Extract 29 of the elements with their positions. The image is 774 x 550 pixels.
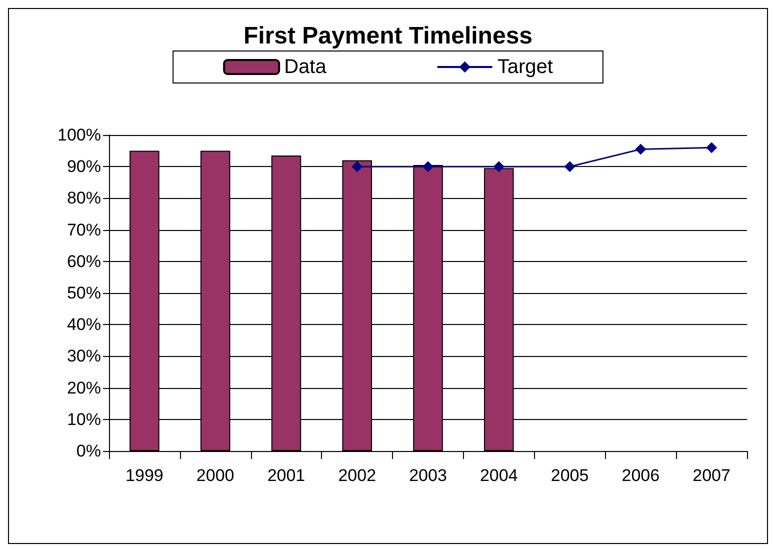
point [635, 144, 646, 155]
y-tick-label: 40% [66, 315, 101, 334]
x-tick-label: 2003 [409, 466, 447, 485]
legend-label: Data [284, 56, 328, 78]
point [352, 161, 363, 172]
y-tick-label: 0% [76, 442, 101, 460]
point [706, 142, 718, 154]
x-tick-label: 2005 [550, 466, 589, 485]
x-tick-label: 2007 [692, 466, 730, 485]
y-tick-label: 50% [66, 284, 101, 302]
x-tick-label: 2006 [622, 466, 660, 485]
y-tick-label: 10% [66, 410, 101, 429]
x-tick-label: 2000 [196, 466, 234, 485]
point [493, 161, 504, 172]
point [564, 161, 576, 172]
chart-title: First Payment Timeliness [243, 22, 533, 50]
y-tick-label: 20% [66, 378, 101, 398]
y-tick-label: 100% [58, 126, 101, 144]
x-tick-label: 1999 [126, 466, 164, 485]
x-tick-label: 2001 [267, 466, 306, 485]
point [422, 161, 434, 172]
y-tick-label: 80% [66, 188, 101, 208]
y-tick-label: 30% [66, 346, 101, 366]
y-tick-label: 60% [66, 252, 101, 271]
x-tick-label: 2002 [338, 466, 376, 485]
y-tick-label: 70% [66, 220, 101, 240]
y-tick-label: 90% [66, 157, 101, 176]
legend-label: Target [497, 56, 554, 78]
x-tick-label: 2004 [480, 466, 518, 485]
